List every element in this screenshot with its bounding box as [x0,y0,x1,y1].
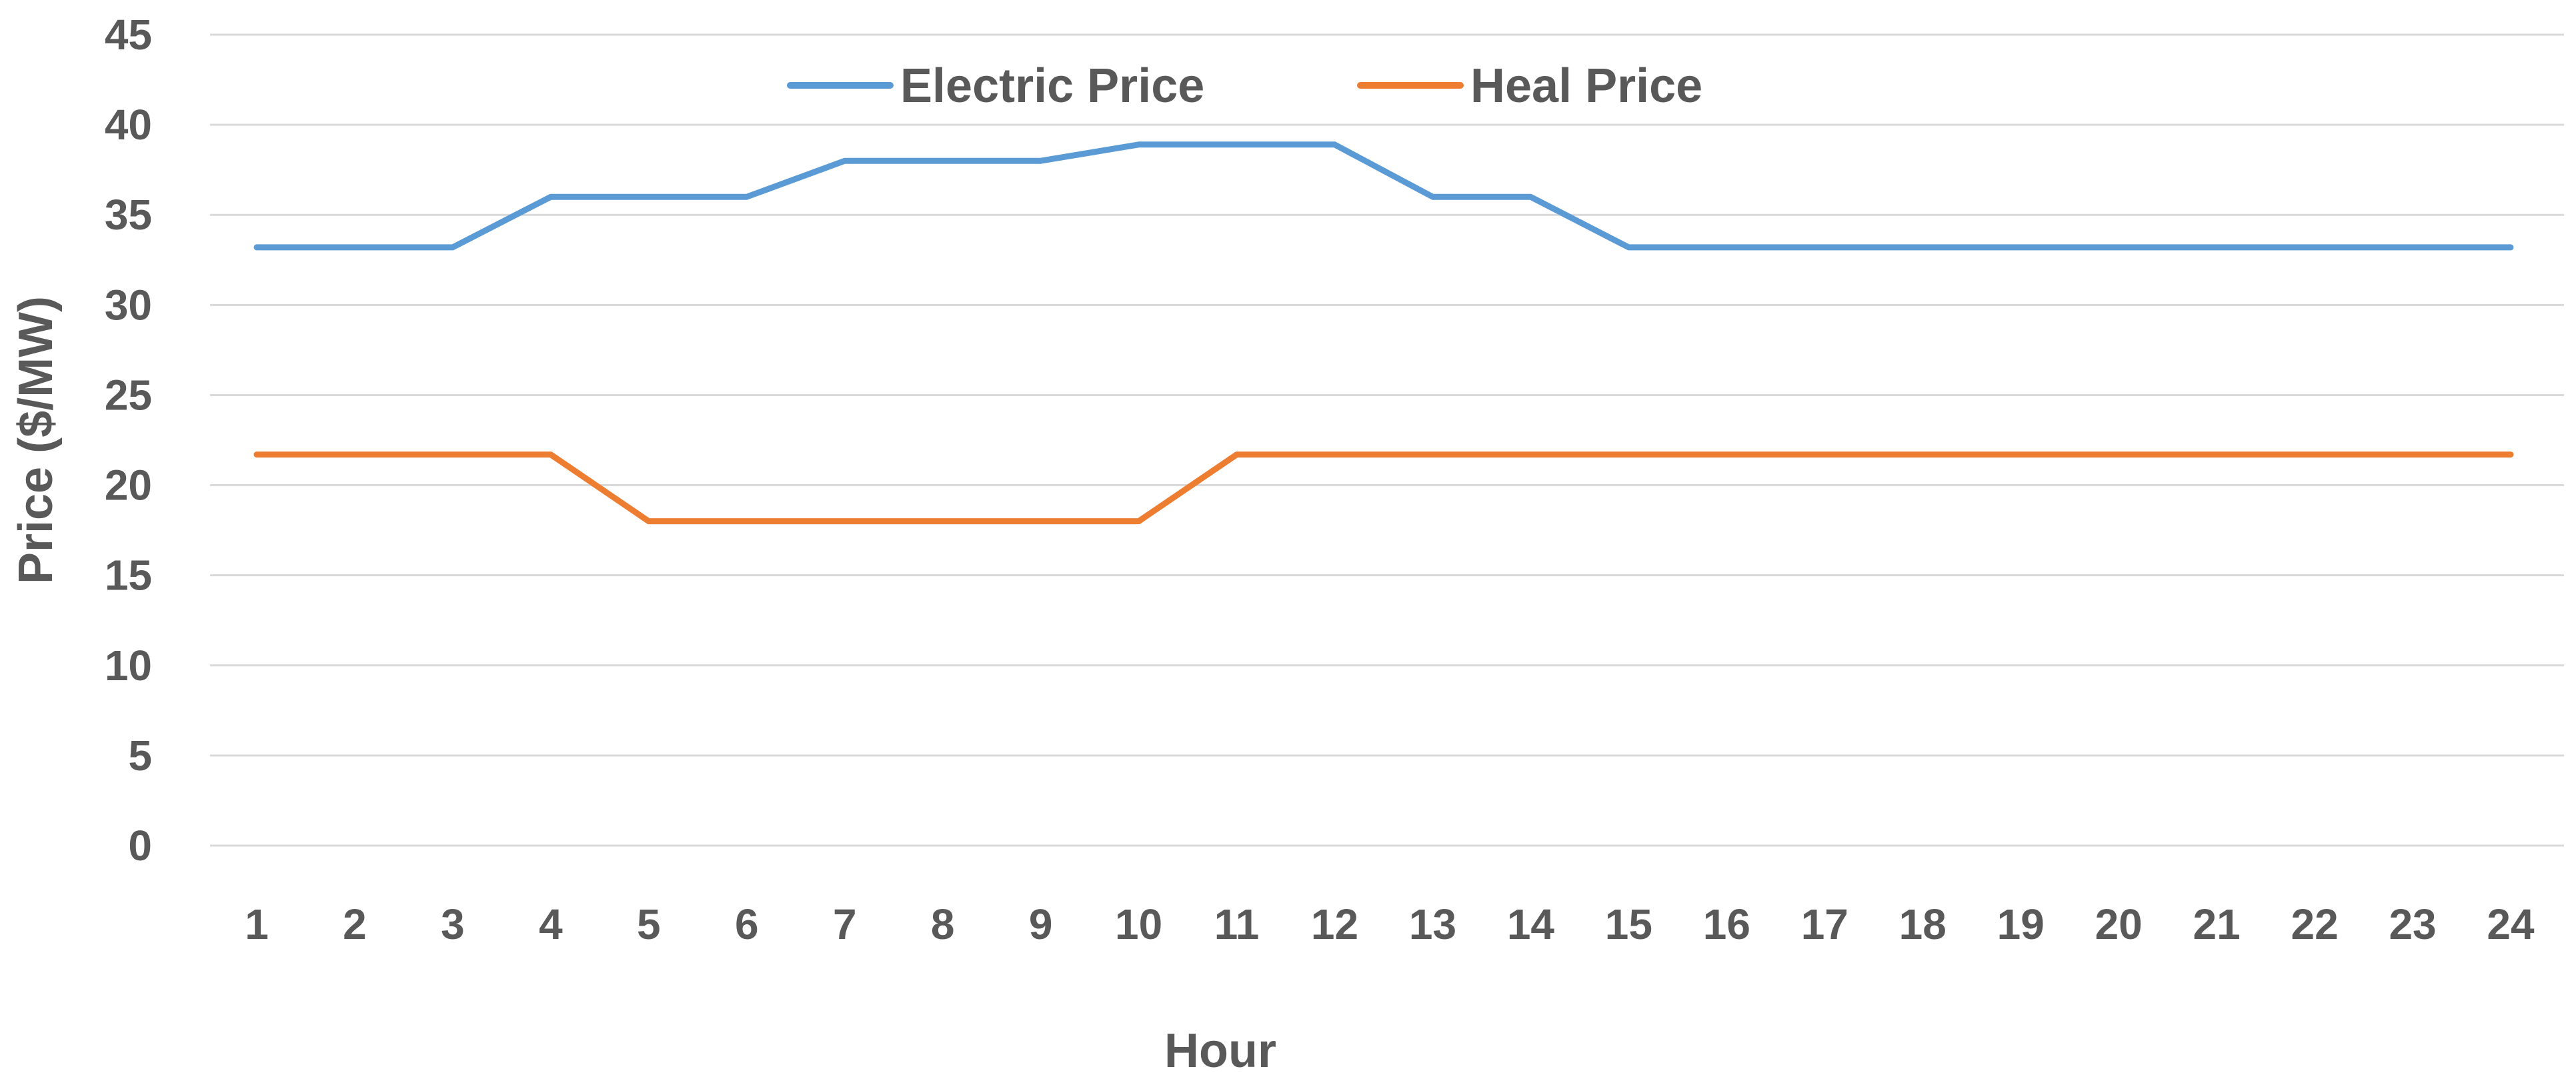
y-tick-label: 0 [128,822,152,870]
x-tick-label: 13 [1409,900,1456,948]
gridlines [210,33,2564,847]
x-tick-label: 11 [1214,900,1260,948]
y-tick-label: 35 [105,191,152,239]
y-tick-label: 15 [105,552,152,600]
legend-label: Heal Price [1470,59,1702,113]
y-tick-label: 5 [128,732,152,780]
y-tick-label: 20 [105,461,152,509]
series-lines [253,141,2514,525]
legend: Electric Price Heal Price [787,59,1702,113]
x-tick-label: 16 [1703,900,1750,948]
y-tick-label: 25 [105,371,152,419]
y-tick-label: 45 [105,11,152,59]
y-tick-label: 40 [105,101,152,149]
x-tick-label: 15 [1605,900,1652,948]
x-tick-label: 7 [833,900,857,948]
x-tick-label: 3 [441,900,465,948]
x-tick-label: 22 [2291,900,2338,948]
x-tick-label: 18 [1899,900,1947,948]
x-tick-label: 21 [2193,900,2241,948]
legend-label: Electric Price [900,59,1204,113]
x-tick-label: 9 [1029,900,1053,948]
y-axis-ticks: 0 5 10 15 20 25 30 35 40 45 [105,11,152,870]
x-axis-title: Hour [1164,1024,1276,1078]
x-tick-label: 1 [245,900,269,948]
y-axis-title: Price ($/MW) [9,296,63,584]
x-tick-label: 19 [1997,900,2045,948]
x-tick-label: 4 [539,900,563,948]
x-tick-label: 2 [343,900,367,948]
x-tick-label: 6 [735,900,759,948]
x-tick-label: 23 [2389,900,2436,948]
x-axis-ticks: 1 2 3 4 5 6 7 8 9 10 11 12 13 14 15 16 17 18 19 20 21 22 23 24 [245,900,2535,948]
x-tick-label: 14 [1507,900,1555,948]
x-tick-label: 8 [931,900,955,948]
y-tick-label: 10 [105,642,152,690]
series-line-electric-price [253,141,2514,251]
x-tick-label: 12 [1311,900,1358,948]
x-tick-label: 5 [637,900,661,948]
x-tick-label: 10 [1115,900,1162,948]
y-tick-label: 30 [105,281,152,329]
x-tick-label: 20 [2095,900,2143,948]
series-line-heal-price [253,451,2514,525]
x-tick-label: 24 [2487,900,2535,948]
x-tick-label: 17 [1801,900,1848,948]
